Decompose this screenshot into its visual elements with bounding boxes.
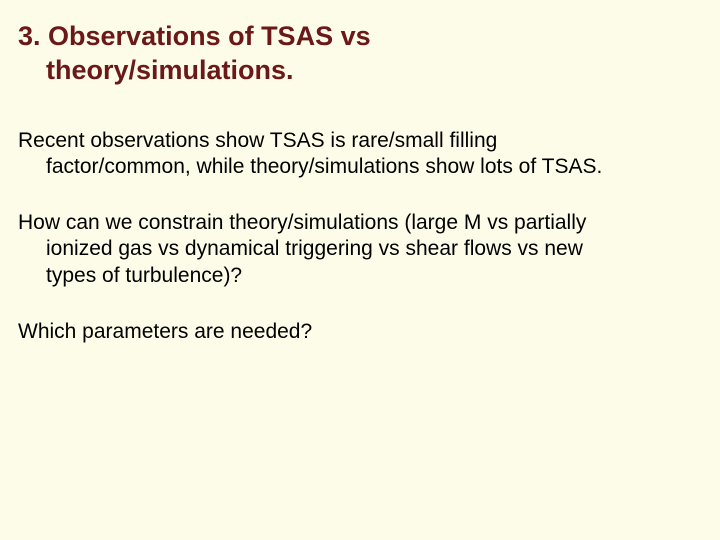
para1-line2: factor/common, while theory/simulations … [18, 154, 702, 180]
para2-line1: How can we constrain theory/simulations … [18, 210, 702, 236]
para3-line1: Which parameters are needed? [18, 319, 702, 345]
para2-line3: types of turbulence)? [18, 263, 702, 289]
paragraph-2: How can we constrain theory/simulations … [18, 210, 702, 289]
title-line-1: 3. Observations of TSAS vs [18, 20, 702, 54]
para1-line1: Recent observations show TSAS is rare/sm… [18, 128, 702, 154]
para2-line2: ionized gas vs dynamical triggering vs s… [18, 236, 702, 262]
paragraph-1: Recent observations show TSAS is rare/sm… [18, 128, 702, 181]
slide-title: 3. Observations of TSAS vs theory/simula… [18, 20, 702, 88]
title-line-2: theory/simulations. [18, 54, 702, 88]
paragraph-3: Which parameters are needed? [18, 319, 702, 345]
